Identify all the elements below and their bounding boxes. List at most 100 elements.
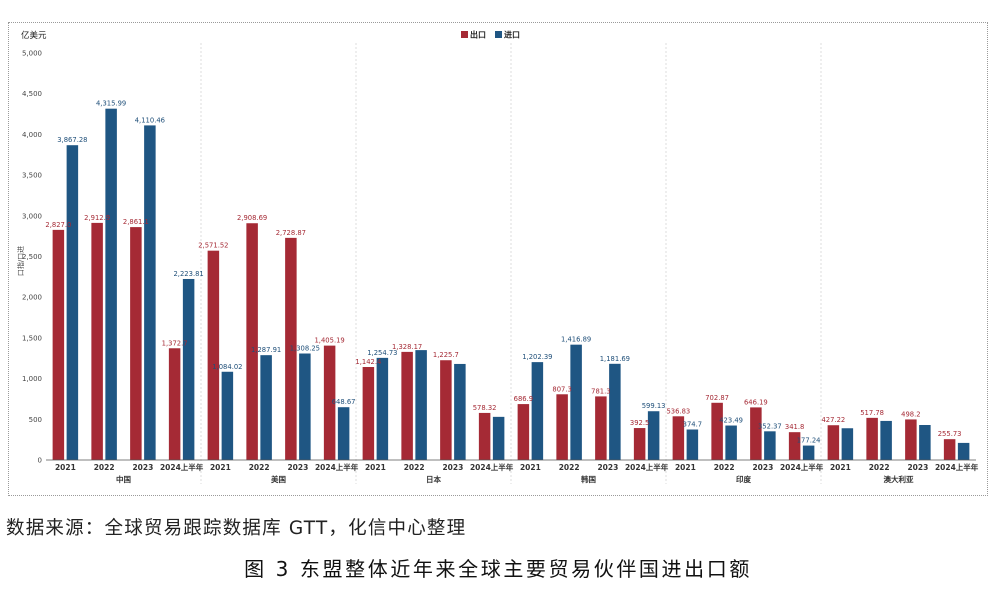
bar-import [299, 353, 311, 460]
bar-import [957, 442, 970, 460]
x-category-label: 2023 [442, 463, 463, 472]
bar-export [556, 394, 568, 460]
data-label-export: 392.5 [630, 419, 649, 427]
bar-import [802, 445, 815, 460]
bar-import [66, 145, 79, 460]
bar-import [415, 350, 427, 460]
bar-import [764, 431, 776, 460]
bar-export [401, 351, 413, 460]
x-category-label: 2022 [249, 463, 270, 472]
legend: 出口 进口 [461, 30, 520, 40]
x-category-label: 2021 [520, 463, 541, 472]
bar-export [323, 345, 336, 460]
x-category-label: 2021 [675, 463, 696, 472]
bar-import [725, 425, 737, 460]
data-label-import: 648.67 [332, 398, 356, 406]
bar-export [52, 229, 65, 460]
data-label-export: 646.19 [744, 398, 768, 406]
legend-swatch-export [461, 31, 468, 38]
data-label-export: 1,328.17 [392, 343, 422, 351]
bar-export [246, 223, 258, 460]
bar-import [570, 344, 582, 460]
data-label-import: 423.49 [719, 417, 743, 425]
x-category-label: 2021 [365, 463, 386, 472]
data-label-export: 686.9 [514, 395, 533, 403]
data-label-import: 4,110.46 [135, 116, 165, 124]
y-tick-label: 3,500 [22, 172, 42, 180]
y-tick-label: 1,000 [22, 375, 42, 383]
bar-export [478, 412, 491, 460]
data-label-export: 2,861.1 [123, 218, 149, 226]
data-label-export: 1,142.4 [355, 358, 381, 366]
bar-import [647, 411, 660, 460]
bar-export [362, 367, 375, 460]
x-category-label: 2022 [714, 463, 735, 472]
x-category-label: 2022 [404, 463, 425, 472]
source-note: 数据来源：全球贸易跟踪数据库 GTT，化信中心整理 [6, 518, 467, 539]
bar-import [919, 424, 931, 460]
data-label-import: 2,223.81 [173, 270, 203, 278]
bar-export [285, 237, 297, 460]
data-label-export: 781.3 [591, 387, 610, 395]
bar-export [440, 360, 452, 460]
legend-label-import: 进口 [504, 30, 520, 40]
bar-import [144, 125, 156, 460]
y-tick-label: 2,000 [22, 294, 42, 302]
x-group-label: 日本 [426, 474, 441, 484]
x-category-label: 2024上半年 [780, 462, 824, 472]
x-group-label: 澳大利亚 [884, 474, 914, 484]
bar-import [609, 363, 621, 460]
data-label-export: 2,908.69 [237, 214, 267, 222]
bar-export [711, 402, 723, 460]
y-tick-label: 500 [29, 416, 42, 424]
x-category-label: 2021 [210, 463, 231, 472]
chart-frame: 2,827.0 3,867.28 2,912.9 4,315.99 2,861.1 4,1… [8, 22, 988, 496]
x-group-label: 印度 [736, 474, 751, 484]
x-group-label: 美国 [271, 474, 286, 484]
data-label-export: 702.87 [705, 394, 729, 402]
bar-import [260, 355, 272, 460]
data-label-export: 2,728.87 [276, 229, 306, 237]
data-label-import: 1,202.39 [522, 353, 552, 361]
bar-import [182, 278, 195, 460]
x-group-label: 中国 [116, 474, 131, 484]
data-label-import: 352.37 [758, 422, 782, 430]
x-category-label: 2023 [132, 463, 153, 472]
data-label-import: 1,416.89 [561, 336, 591, 344]
data-label-export: 2,912.9 [84, 214, 110, 222]
data-label-export: 1,405.19 [314, 337, 344, 345]
bar-import [686, 429, 699, 460]
bar-export [750, 407, 762, 460]
bar-import [376, 357, 389, 460]
x-category-label: 2022 [559, 463, 580, 472]
y-tick-label: 1,500 [22, 334, 42, 342]
legend-swatch-import [495, 31, 502, 38]
y-tick-label: 4,000 [22, 131, 42, 139]
bar-import [531, 362, 544, 460]
x-group-label: 韩国 [581, 474, 596, 484]
bar-chart: 2,827.0 3,867.28 2,912.9 4,315.99 2,861.1 4,1… [16, 30, 979, 484]
y-tick-label: 4,500 [22, 90, 42, 98]
bar-export [633, 428, 646, 460]
data-label-export: 498.2 [901, 410, 920, 418]
data-label-export: 1,225.7 [433, 351, 459, 359]
y-axis-title: 口指/口进 [16, 246, 25, 276]
bar-import [105, 108, 117, 461]
bar-export [91, 222, 103, 460]
data-label-import: 1,287.91 [251, 346, 281, 354]
data-label-import: 4,315.99 [96, 100, 126, 108]
x-category-label: 2023 [752, 463, 773, 472]
data-label-export: 517.78 [860, 409, 884, 417]
data-label-export: 1,372.7 [162, 339, 188, 347]
figure-caption: 图 3 东盟整体近年来全球主要贸易伙伴国进出口额 [244, 557, 752, 581]
y-tick-label: 5,000 [22, 50, 42, 58]
data-label-import: 1,181.69 [600, 355, 630, 363]
x-category-label: 2023 [907, 463, 928, 472]
x-category-label: 2021 [830, 463, 851, 472]
y-tick-label: 3,000 [22, 212, 42, 220]
bar-import [221, 371, 234, 460]
data-label-import: 1,084.02 [212, 363, 242, 371]
data-label-import: 1,308.25 [290, 345, 320, 353]
x-category-label: 2022 [869, 463, 890, 472]
data-label-export: 427.22 [821, 416, 845, 424]
